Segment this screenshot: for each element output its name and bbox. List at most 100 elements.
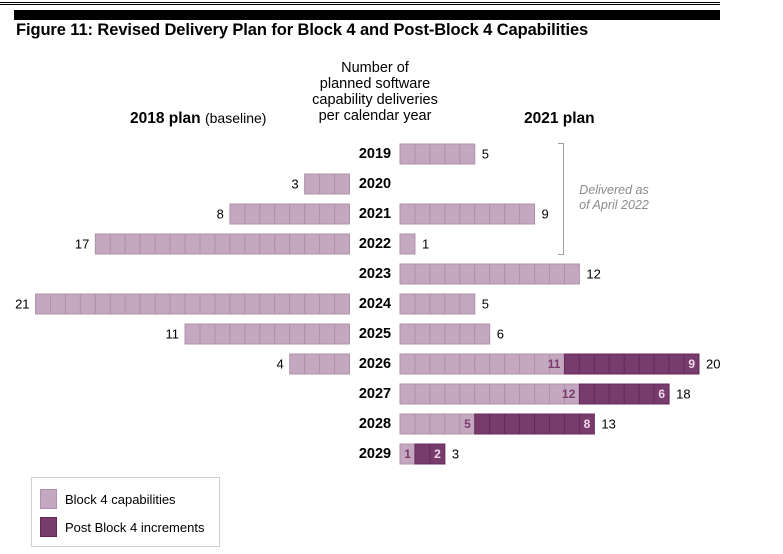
left-bar-2025-cell (259, 323, 276, 345)
right-bar-block4-2027-cell (519, 383, 536, 405)
right-total-label-2022: 1 (422, 237, 429, 252)
left-bar-2026-cell (289, 353, 306, 375)
legend-swatch-post-block4 (40, 517, 57, 537)
right-total-label-2027: 18 (676, 387, 690, 402)
center-axis-title: Number of planned software capability de… (300, 60, 450, 124)
legend-label-block4: Block 4 capabilities (65, 491, 176, 507)
left-bar-2024-cell (229, 293, 246, 315)
left-bar-2024-cell (334, 293, 350, 315)
right-bar-block4-2021-cell (429, 203, 446, 225)
left-bar-2025-cell (229, 323, 246, 345)
year-label-2029: 2029 (359, 446, 391, 462)
right-bar-post-block4-2027-cell (578, 383, 595, 405)
center-axis-title-line: planned software (319, 76, 431, 92)
top-rule (0, 2, 720, 5)
figure-title: Figure 11: Revised Delivery Plan for Blo… (16, 21, 589, 39)
left-bar-2021-cell (244, 203, 261, 225)
left-bar-2025-cell (334, 323, 350, 345)
right-bar-block4-2028-cell (444, 413, 461, 435)
left-bar-2024-cell (94, 293, 111, 315)
right-bar-block4-2023 (399, 263, 580, 285)
right-bar-block4-2028-cell (429, 413, 446, 435)
right-bar-post-block4-2026-cell (653, 353, 670, 375)
right-bar-block4-2021-cell (474, 203, 491, 225)
left-bar-2024-cell (139, 293, 156, 315)
right-bar-block4-2023-cell (519, 263, 536, 285)
right-bar-post-block4-2027-cell (623, 383, 640, 405)
left-bar-2022-cell (94, 233, 111, 255)
left-bar-2025-cell (274, 323, 291, 345)
right-bar-block4-2023-cell (534, 263, 550, 285)
left-panel-title-light: (baseline) (204, 110, 267, 126)
right-bar-block4-2024-cell (414, 293, 431, 315)
left-bar-2022-cell (124, 233, 141, 255)
right-bar-post-block4-2026-cell (623, 353, 640, 375)
right-bar-post-block4-2026-cell (608, 353, 625, 375)
left-bar-2024-cell (64, 293, 81, 315)
left-bar-2025-cell (319, 323, 336, 345)
right-bar-block4-2024 (399, 293, 476, 315)
right-bar-block4-2028 (399, 413, 476, 435)
right-bar-block4-2024-cell (459, 293, 476, 315)
right-bar-block4-2019-cell (429, 143, 446, 165)
right-bar-block4-2027-cell (489, 383, 506, 405)
year-label-2022: 2022 (359, 236, 391, 252)
right-bar-block4-2027-cell (474, 383, 491, 405)
right-bar-block4-2028-cell (414, 413, 431, 435)
right-total-label-2028: 13 (601, 417, 615, 432)
right-bar-block4-2019-cell (459, 143, 476, 165)
left-bar-2022-cell (199, 233, 216, 255)
left-bar-2020 (304, 173, 350, 195)
right-bar-post-block4-2027-cell (653, 383, 670, 405)
right-bar-block4-2027-cell (414, 383, 431, 405)
right-bar-post-block4-2028-cell (578, 413, 595, 435)
legend-swatch-block4 (40, 489, 57, 509)
right-inner-label-block4-2029: 1 (404, 447, 411, 461)
right-bar-block4-2023-cell (459, 263, 476, 285)
right-inner-label-block4-2026: 11 (548, 357, 561, 371)
right-inner-label-block4-2027: 12 (562, 387, 576, 401)
left-bar-2024-cell (274, 293, 291, 315)
left-bar-2026 (289, 353, 350, 375)
right-inner-label-block4-2028: 5 (464, 417, 471, 431)
right-bar-block4-2025-cell (474, 323, 491, 345)
left-bar-2026-cell (334, 353, 350, 375)
left-value-label-2024: 21 (15, 297, 29, 312)
left-bar-2024-cell (214, 293, 231, 315)
right-bar-block4-2025-cell (444, 323, 461, 345)
left-bar-2025-cell (199, 323, 216, 345)
right-bar-block4-2027 (399, 383, 580, 405)
delivered-bracket (558, 143, 564, 255)
year-label-2023: 2023 (359, 266, 391, 282)
left-bar-2021-cell (229, 203, 246, 225)
right-bar-block4-2023-cell (444, 263, 461, 285)
delivered-annotation: Delivered as of April 2022 (574, 183, 654, 213)
left-bar-2022 (94, 233, 350, 255)
left-bar-2020-cell (319, 173, 336, 195)
right-bar-post-block4-2029 (414, 443, 446, 465)
left-bar-2022-cell (109, 233, 126, 255)
right-bar-block4-2023-cell (474, 263, 491, 285)
left-bar-2024-cell (259, 293, 276, 315)
right-bar-block4-2027-cell (459, 383, 476, 405)
left-bar-2022-cell (319, 233, 336, 255)
left-bar-2025-cell (214, 323, 231, 345)
legend-label-post-block4: Post Block 4 increments (65, 519, 205, 535)
right-bar-block4-2026-cell (414, 353, 431, 375)
left-bar-2026-cell (319, 353, 336, 375)
right-bar-post-block4-2027-cell (593, 383, 610, 405)
right-bar-block4-2024-cell (444, 293, 461, 315)
right-bar-block4-2021-cell (399, 203, 416, 225)
right-bar-block4-2027-cell (429, 383, 446, 405)
left-bar-2021-cell (319, 203, 336, 225)
right-bar-post-block4-2027-cell (608, 383, 625, 405)
left-bar-2020-cell (304, 173, 321, 195)
year-label-2026: 2026 (359, 356, 391, 372)
right-bar-post-block4-2026-cell (683, 353, 700, 375)
left-bar-2022-cell (229, 233, 246, 255)
center-axis-title-line: per calendar year (318, 108, 432, 124)
header-bar (14, 10, 720, 20)
right-bar-block4-2026-cell (429, 353, 446, 375)
right-bar-post-block4-2028-cell (489, 413, 506, 435)
right-bar-block4-2019-cell (414, 143, 431, 165)
